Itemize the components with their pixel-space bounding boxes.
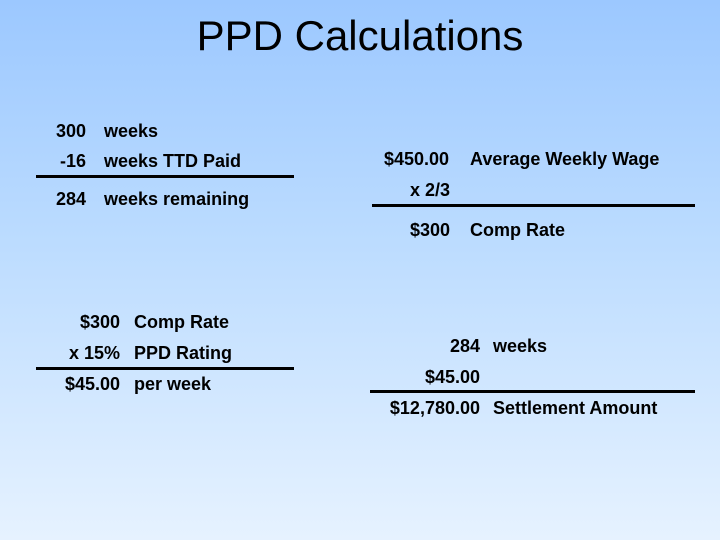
remaining-weeks-number: 284 xyxy=(56,189,87,209)
ppd-rating-number: x 15% xyxy=(68,343,120,363)
ppd-divider xyxy=(36,367,294,370)
average-weekly-wage-number: $450.00 xyxy=(384,149,450,169)
settlement-divider xyxy=(370,390,695,393)
weeks-divider xyxy=(36,175,294,178)
total-weeks-label: weeks xyxy=(104,121,159,141)
remaining-weeks-label: weeks remaining xyxy=(104,189,250,209)
average-weekly-wage-label: Average Weekly Wage xyxy=(470,149,660,169)
multiplier-value: x 2/3 xyxy=(410,180,451,200)
comp-rate-number: $300 xyxy=(410,220,451,240)
settlement-total-label: Settlement Amount xyxy=(493,398,658,418)
ppd-comp-rate-number: $300 xyxy=(79,312,120,332)
comp-rate-label: Comp Rate xyxy=(470,220,566,240)
ppd-per-week-label: per week xyxy=(134,374,212,394)
ppd-rating-label: PPD Rating xyxy=(134,343,233,363)
settlement-weeks-label: weeks xyxy=(493,336,548,356)
settlement-total-number: $12,780.00 xyxy=(389,398,480,418)
ppd-comp-rate-label: Comp Rate xyxy=(134,312,230,332)
ttd-weeks-number: -16 xyxy=(60,151,87,171)
comp-rate-divider xyxy=(372,204,695,207)
settlement-weekly-amount: $45.00 xyxy=(424,367,480,387)
slide-title: PPD Calculations xyxy=(196,12,524,59)
ppd-per-week-number: $45.00 xyxy=(64,374,120,394)
settlement-weeks-number: 284 xyxy=(449,336,480,356)
ttd-weeks-label: weeks TTD Paid xyxy=(104,151,242,171)
total-weeks-number: 300 xyxy=(56,121,87,141)
